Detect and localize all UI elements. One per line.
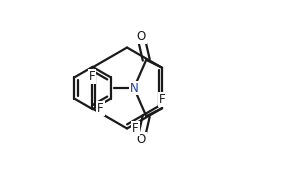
Text: O: O <box>136 30 146 43</box>
Text: F: F <box>97 102 104 115</box>
Text: O: O <box>136 133 146 146</box>
Text: F: F <box>89 70 95 83</box>
Text: F: F <box>132 122 139 135</box>
Text: N: N <box>130 81 138 95</box>
Text: F: F <box>159 93 165 106</box>
